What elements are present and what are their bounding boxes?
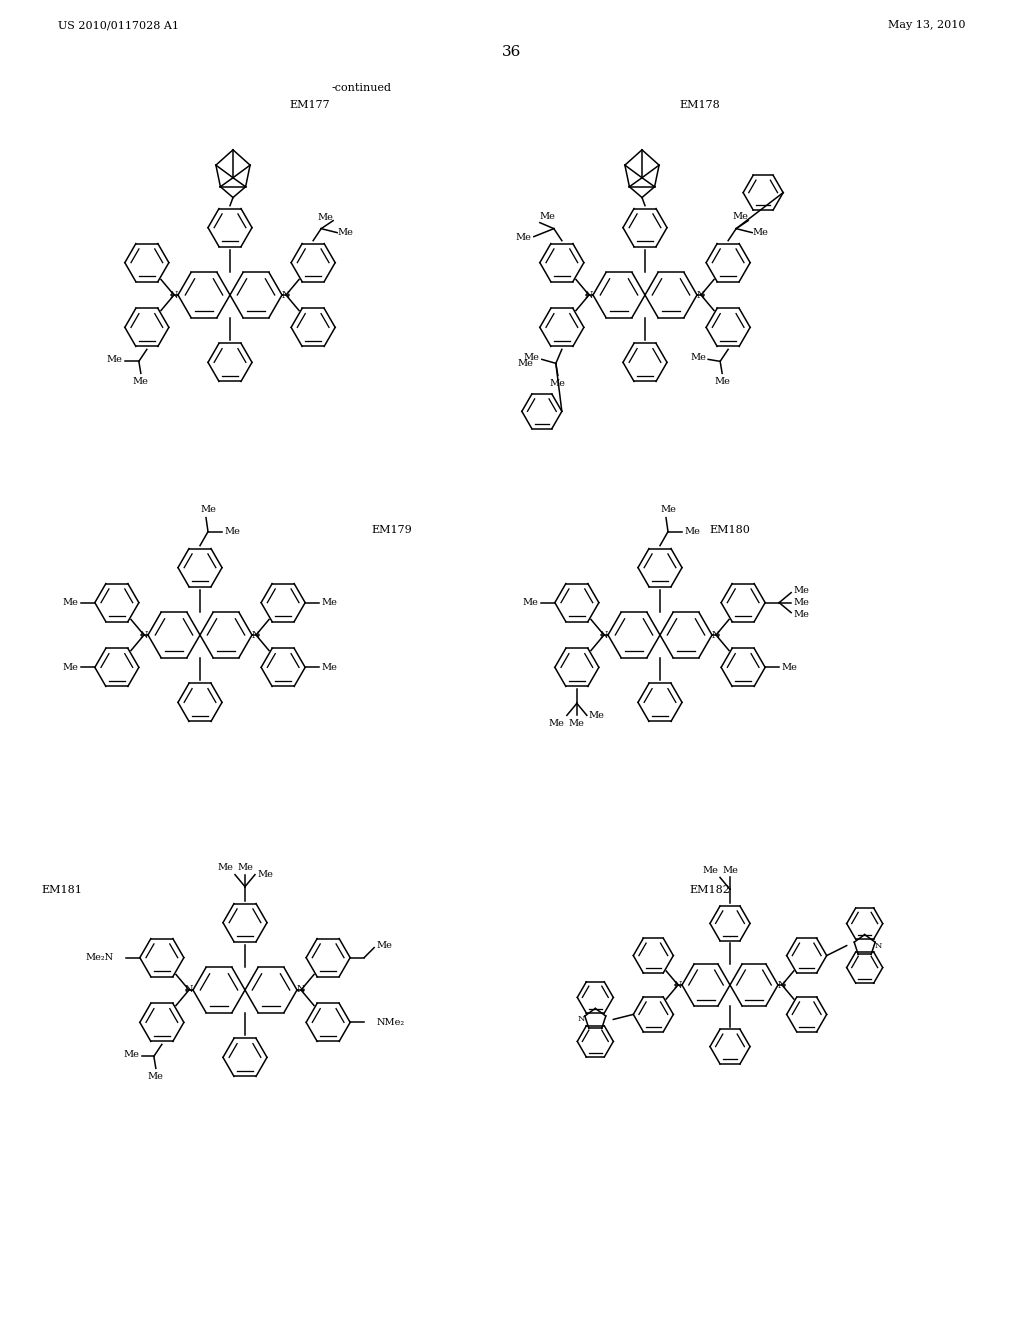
Text: Me: Me [518, 359, 534, 368]
Text: N: N [252, 631, 260, 639]
Text: Me: Me [523, 598, 539, 607]
Text: Me: Me [106, 355, 123, 364]
Text: Me: Me [589, 711, 605, 719]
Text: Me: Me [124, 1049, 140, 1059]
Text: N: N [184, 986, 194, 994]
Text: May 13, 2010: May 13, 2010 [889, 20, 966, 30]
Text: Me: Me [690, 352, 707, 362]
Text: Me: Me [224, 527, 240, 536]
Text: Me: Me [322, 598, 337, 607]
Text: N: N [600, 631, 608, 639]
Text: N: N [585, 290, 593, 300]
Text: EM178: EM178 [680, 100, 720, 110]
Text: Me: Me [62, 598, 79, 607]
Text: Me: Me [322, 663, 337, 672]
Text: Me: Me [794, 586, 809, 595]
Text: US 2010/0117028 A1: US 2010/0117028 A1 [58, 20, 179, 30]
Text: EM182: EM182 [689, 884, 730, 895]
Text: Me: Me [540, 213, 556, 222]
Text: EM177: EM177 [290, 100, 331, 110]
Text: Me: Me [732, 213, 749, 222]
Text: N: N [139, 631, 148, 639]
Text: N: N [297, 986, 305, 994]
Text: Me: Me [781, 663, 797, 672]
Text: Me: Me [794, 610, 809, 619]
Text: Me: Me [337, 228, 353, 238]
Text: N: N [874, 941, 883, 949]
Text: NMe₂: NMe₂ [376, 1018, 404, 1027]
Text: Me: Me [317, 213, 333, 222]
Text: Me: Me [684, 527, 700, 536]
Text: N: N [578, 1015, 585, 1023]
Text: N: N [282, 290, 290, 300]
Text: N: N [170, 290, 178, 300]
Text: Me₂N: Me₂N [86, 953, 114, 962]
Text: Me: Me [62, 663, 79, 672]
Text: Me: Me [722, 866, 738, 875]
Text: Me: Me [660, 506, 676, 513]
Text: Me: Me [794, 598, 809, 607]
Text: EM180: EM180 [710, 525, 751, 535]
Text: Me: Me [238, 863, 253, 873]
Text: N: N [712, 631, 720, 639]
Text: Me: Me [217, 863, 232, 873]
Text: Me: Me [714, 376, 730, 385]
Text: Me: Me [550, 379, 566, 388]
Text: Me: Me [524, 352, 540, 362]
Text: N: N [778, 981, 786, 990]
Text: Me: Me [549, 719, 565, 727]
Text: Me: Me [257, 870, 273, 879]
Text: N: N [696, 290, 706, 300]
Text: Me: Me [569, 719, 585, 727]
Text: 36: 36 [503, 45, 521, 59]
Text: EM181: EM181 [42, 884, 83, 895]
Text: -continued: -continued [332, 83, 392, 92]
Text: N: N [674, 981, 682, 990]
Text: Me: Me [702, 866, 718, 875]
Text: Me: Me [147, 1072, 164, 1081]
Text: Me: Me [516, 234, 531, 242]
Text: Me: Me [133, 376, 148, 385]
Text: EM179: EM179 [372, 525, 413, 535]
Text: Me: Me [753, 228, 768, 238]
Text: Me: Me [200, 506, 216, 513]
Text: Me: Me [376, 941, 392, 950]
